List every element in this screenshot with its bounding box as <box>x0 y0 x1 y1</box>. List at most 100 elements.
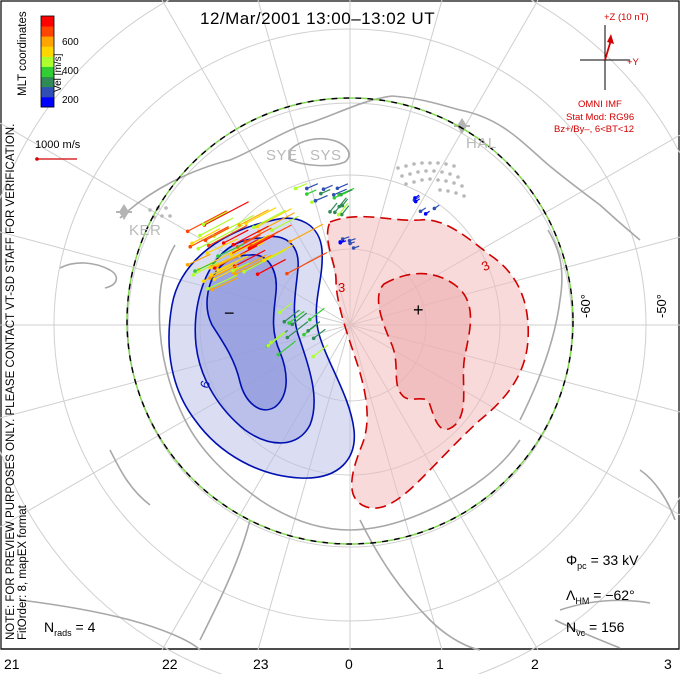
vector-origin <box>262 258 266 263</box>
velocity-vector <box>287 321 309 339</box>
vector-origin <box>348 241 352 246</box>
vector-origin <box>310 200 314 204</box>
vector-origin <box>208 265 212 270</box>
velocity-vector <box>206 238 239 254</box>
velocity-vector <box>257 258 286 275</box>
colorbar-segment <box>41 66 54 78</box>
colorbar-segment <box>41 96 54 108</box>
colorbar-segment <box>41 46 54 57</box>
mlt-hour-2: 2 <box>531 656 539 672</box>
velocity-vector <box>312 344 329 357</box>
velocity-vector <box>217 252 246 267</box>
vector-origin <box>251 225 256 229</box>
negative-cell <box>168 217 356 479</box>
vector-origin <box>302 332 306 337</box>
velocity-vector <box>187 210 227 232</box>
vector-origin <box>338 240 343 244</box>
vector-origin <box>290 322 295 327</box>
positive-cell-inner-contour <box>377 272 472 431</box>
vector-origin <box>432 206 437 211</box>
velocity-vector <box>286 252 328 275</box>
vector-origin <box>190 241 194 246</box>
vector-origin <box>201 279 206 283</box>
vector-origin <box>311 354 316 359</box>
station-sye-label: SYE <box>266 147 298 164</box>
velocity-vector <box>306 183 319 190</box>
velocity-vector <box>187 253 211 266</box>
vector-origin <box>311 336 316 341</box>
vector-origin <box>188 244 193 249</box>
velocity-vector <box>277 340 296 356</box>
hm-readout: ΛHM = −62° <box>566 587 635 606</box>
pcp-readout: Φpc = 33 kV <box>566 552 639 571</box>
vector-origin <box>212 266 217 270</box>
vector-origin <box>210 287 215 292</box>
velocity-vector <box>341 205 350 215</box>
negative-contour-label: 6 <box>197 379 214 391</box>
reference-vector <box>35 157 77 161</box>
fit-order-label: FitOrder: 8, mapEX format <box>17 505 29 640</box>
velocity-vector <box>267 331 286 347</box>
vector-origin <box>285 271 289 276</box>
map-title: 12/Mar/2001 13:00–13:02 UT <box>200 9 436 28</box>
velocity-vector <box>209 264 239 279</box>
vector-origin <box>209 273 214 277</box>
vector-origin <box>201 222 206 227</box>
velocity-vector <box>217 255 249 271</box>
vector-origin <box>413 199 418 204</box>
velocity-vector <box>251 224 292 247</box>
vector-origin <box>287 321 291 325</box>
velocity-vector <box>313 328 326 339</box>
nrads-readout: Nrads = 4 <box>44 619 96 638</box>
velocity-colorbar <box>40 15 55 108</box>
velocity-vector <box>337 183 349 189</box>
vector-origin <box>319 191 323 196</box>
vector-origin <box>270 228 274 232</box>
positive-maximum-marker: + <box>413 300 424 320</box>
velocity-vector <box>234 254 272 275</box>
velocity-vector <box>315 194 328 202</box>
colorbar-outline <box>40 15 55 108</box>
vector-origin <box>332 196 337 200</box>
vector-origin <box>231 268 235 273</box>
colorbar-segment <box>41 36 54 47</box>
velocity-vector <box>333 188 347 196</box>
velocity-vector <box>233 225 269 246</box>
coastline <box>19 95 676 651</box>
vector-origin <box>196 246 201 251</box>
velocity-vector <box>191 228 221 244</box>
velocity-vector <box>245 207 277 224</box>
vector-origin <box>313 198 318 203</box>
vector-origin <box>418 209 423 214</box>
vector-origin <box>413 196 417 200</box>
vector-origin <box>305 186 309 191</box>
radar-markers <box>116 118 470 220</box>
velocity-vector <box>207 274 238 290</box>
vector-origin <box>191 273 196 277</box>
vector-origin <box>255 272 260 276</box>
velocity-vector <box>253 209 286 228</box>
velocity-vector <box>271 215 299 231</box>
vector-origin <box>231 242 236 247</box>
vector-origin <box>185 262 190 267</box>
vector-origin <box>278 310 282 315</box>
vector-origin <box>208 276 212 280</box>
velocity-vector <box>209 253 240 269</box>
velocity-vector <box>288 310 305 324</box>
imf-source-label: OMNI IMF <box>578 99 622 110</box>
vector-origin <box>212 277 217 282</box>
mlt-hour-3: 3 <box>664 656 672 672</box>
velocity-vector <box>263 244 294 261</box>
station-ker-label: KER <box>129 222 162 239</box>
velocity-vector <box>309 307 325 321</box>
vector-origin <box>339 212 344 217</box>
vector-origin <box>216 268 220 272</box>
colorbar-segment <box>41 76 54 88</box>
vector-origin <box>216 254 220 258</box>
vector-origin <box>285 335 290 340</box>
velocity-vector <box>233 238 259 253</box>
velocity-vector <box>198 224 244 250</box>
velocity-vector <box>205 227 230 241</box>
